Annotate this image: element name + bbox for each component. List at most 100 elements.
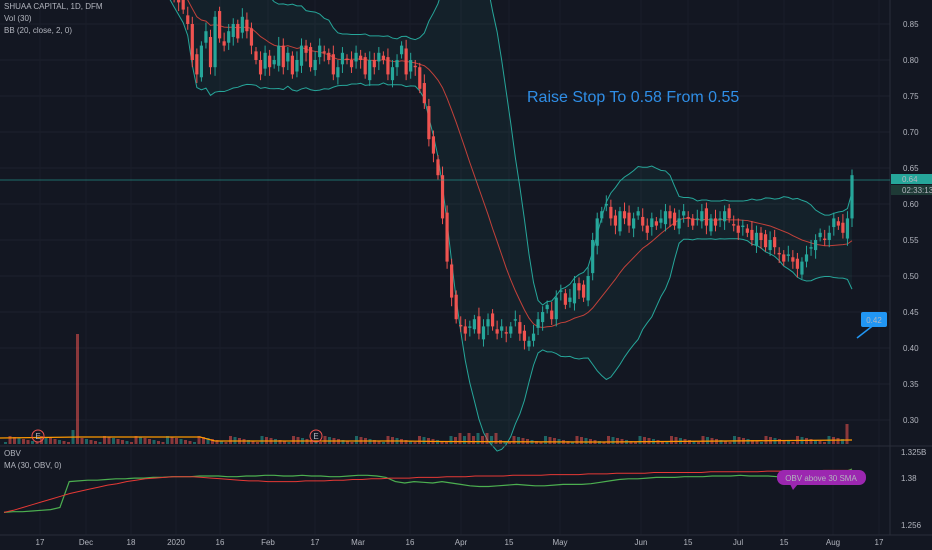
legend-obv[interactable]: OBV: [4, 449, 21, 458]
volume-bar: [719, 440, 723, 444]
volume-bar: [476, 433, 480, 444]
volume-bar: [247, 440, 250, 444]
candle-body: [290, 55, 294, 75]
x-tick-label: Jun: [635, 538, 648, 547]
candle-body: [554, 297, 558, 320]
candle-body: [327, 52, 331, 60]
candle-body: [531, 333, 536, 341]
candle-body: [440, 175, 445, 219]
x-tick-label: 15: [684, 538, 693, 547]
volume-bar: [94, 441, 97, 444]
bollinger-lower: [169, 0, 853, 452]
volume-bar: [13, 437, 16, 444]
volume-bar: [602, 442, 606, 444]
candle-body: [463, 326, 467, 334]
annotation-text[interactable]: Raise Stop To 0.58 From 0.55: [527, 89, 740, 106]
legend-volume[interactable]: Vol (30): [4, 14, 32, 23]
volume-bar: [130, 442, 133, 444]
volume-bar: [386, 436, 390, 444]
candle-body: [618, 211, 622, 232]
volume-bar: [791, 442, 795, 444]
candle-body: [418, 67, 422, 89]
volume-bar: [746, 439, 750, 444]
candle-body: [723, 211, 727, 222]
bollinger-fill: [170, 0, 852, 452]
candle-body: [786, 254, 790, 256]
volume-bar: [454, 437, 457, 444]
x-tick-label: 15: [505, 538, 514, 547]
candle-body: [286, 52, 290, 62]
volume-bar: [607, 436, 610, 444]
candle-body: [495, 329, 499, 334]
candle-body: [231, 24, 235, 37]
volume-bar: [422, 437, 426, 444]
candle-body: [409, 60, 413, 72]
candle-body: [795, 258, 800, 269]
volume-bar: [350, 442, 354, 444]
candle-body: [522, 330, 527, 341]
candle-body: [268, 55, 272, 68]
volume-bar: [62, 441, 66, 444]
x-tick-label: Feb: [261, 538, 275, 547]
candle-body: [763, 234, 768, 248]
candle-body: [777, 252, 781, 255]
candle-body: [454, 294, 458, 320]
volume-bar: [764, 436, 768, 444]
candle-body: [518, 322, 522, 334]
candle-body: [641, 216, 645, 226]
volume-bar: [206, 438, 210, 444]
candle-body: [832, 218, 836, 228]
volume-bar: [845, 424, 849, 444]
candle-body: [436, 159, 440, 176]
volume-bar: [85, 439, 88, 444]
candle-body: [281, 45, 285, 68]
volume-bar: [836, 438, 840, 444]
candle-body: [572, 283, 577, 304]
volume-bar: [166, 436, 169, 444]
x-tick-label: 15: [780, 538, 789, 547]
volume-bar: [319, 442, 322, 444]
volume-bar: [323, 436, 327, 444]
volume-bar: [112, 438, 115, 444]
volume-bar: [121, 440, 124, 444]
volume-bar: [278, 440, 282, 444]
volume-bar: [373, 440, 376, 444]
legend-obv-ma[interactable]: MA (30, OBV, 0): [4, 461, 62, 470]
candle-body: [732, 224, 736, 226]
volume-bar: [580, 437, 583, 444]
y-tick-label: 0.60: [903, 200, 919, 209]
volume-bar: [665, 442, 669, 444]
legend-symbol[interactable]: SHUAA CAPITAL, 1D, DFM: [4, 2, 103, 11]
candle-body: [577, 283, 581, 291]
volume-ma: [0, 436, 853, 443]
volume-bar: [760, 442, 763, 444]
x-tick-label: Apr: [455, 538, 468, 547]
candle-body: [709, 218, 713, 232]
candle-body: [263, 52, 267, 69]
candle-body: [204, 31, 208, 43]
volume-bar: [445, 442, 448, 444]
candle-body: [500, 326, 504, 331]
volume-bar: [571, 442, 574, 444]
volume-bar: [634, 442, 637, 444]
x-tick-label: 16: [406, 538, 415, 547]
volume-bar: [724, 441, 727, 444]
x-tick-label: Dec: [79, 538, 93, 547]
volume-bar: [220, 441, 223, 444]
volume-bar: [157, 441, 160, 444]
candle-body: [727, 208, 731, 219]
volume-bar: [733, 436, 736, 444]
volume-bar: [782, 440, 786, 444]
y-tick-label: 0.85: [903, 20, 919, 29]
volume-bar: [229, 436, 232, 444]
volume-bar: [148, 439, 151, 444]
volume-bar: [508, 442, 511, 444]
legend-bollinger[interactable]: BB (20, close, 2, 0): [4, 26, 73, 35]
volume-bar: [211, 439, 214, 444]
volume-bar: [490, 436, 493, 444]
volume-bar: [116, 439, 120, 444]
volume-bar: [787, 441, 790, 444]
volume-bar: [4, 442, 7, 444]
